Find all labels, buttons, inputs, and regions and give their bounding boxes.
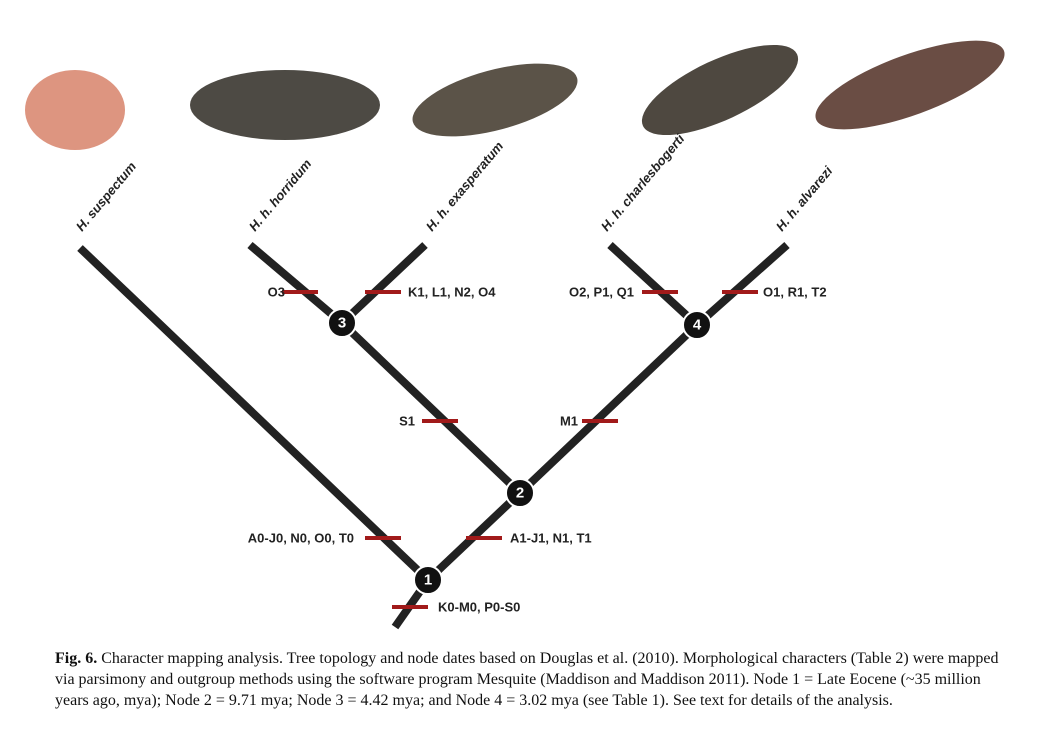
- taxon-label: H. suspectum: [73, 159, 140, 234]
- character-label: O3: [268, 284, 285, 299]
- taxon-labels: H. suspectum H. h. horridum H. h. exaspera…: [73, 131, 836, 234]
- node-circle: [413, 565, 443, 595]
- lizard: [412, 63, 578, 137]
- node-circle: [327, 308, 357, 338]
- taxon-label: H. h. horridum: [246, 156, 315, 234]
- branch: [517, 322, 700, 496]
- branch: [247, 241, 345, 327]
- branches: [77, 241, 790, 630]
- node-circle: [505, 478, 535, 508]
- node-circle: [682, 310, 712, 340]
- character-label: O1, R1, T2: [763, 284, 827, 299]
- character-marks: O3 K1, L1, N2, O4 O2, P1, Q1 O1, R1, T2 S1 M1…: [248, 284, 827, 614]
- node-label: 1: [424, 572, 432, 589]
- taxon-label: H. h. charlesbogerti: [598, 131, 688, 234]
- tree-diagram: H. suspectum H. h. horridum H. h. exaspera…: [25, 40, 1005, 630]
- lizard: [641, 44, 799, 136]
- character-label: A1-J1, N1, T1: [510, 530, 592, 545]
- branch: [694, 242, 790, 328]
- lizard: [25, 70, 125, 150]
- character-label: K1, L1, N2, O4: [408, 284, 496, 299]
- branch: [607, 242, 700, 328]
- character-label: S1: [399, 413, 415, 428]
- character-label: K0-M0, P0-S0: [438, 599, 520, 614]
- character-label: O2, P1, Q1: [569, 284, 634, 299]
- taxon-label: H. h. alvarezi: [773, 163, 836, 234]
- branch: [339, 320, 523, 496]
- node-label: 2: [516, 485, 524, 502]
- branch: [339, 242, 428, 326]
- figure-caption: Fig. 6. Character mapping analysis. Tree…: [55, 648, 1005, 711]
- character-label: A0-J0, N0, O0, T0: [248, 530, 354, 545]
- branch: [77, 245, 431, 583]
- character-label: M1: [560, 413, 578, 428]
- node-label: 4: [693, 317, 702, 334]
- caption-text: Character mapping analysis. Tree topolog…: [55, 650, 999, 709]
- node-label: 3: [338, 315, 346, 332]
- lizard: [815, 40, 1005, 130]
- node-markers: 1 2 3 4: [327, 308, 712, 595]
- taxon-label: H. h. exasperatum: [423, 138, 507, 234]
- lizard-illustrations: [25, 40, 1005, 150]
- caption-label: Fig. 6.: [55, 650, 98, 667]
- lizard: [190, 70, 380, 140]
